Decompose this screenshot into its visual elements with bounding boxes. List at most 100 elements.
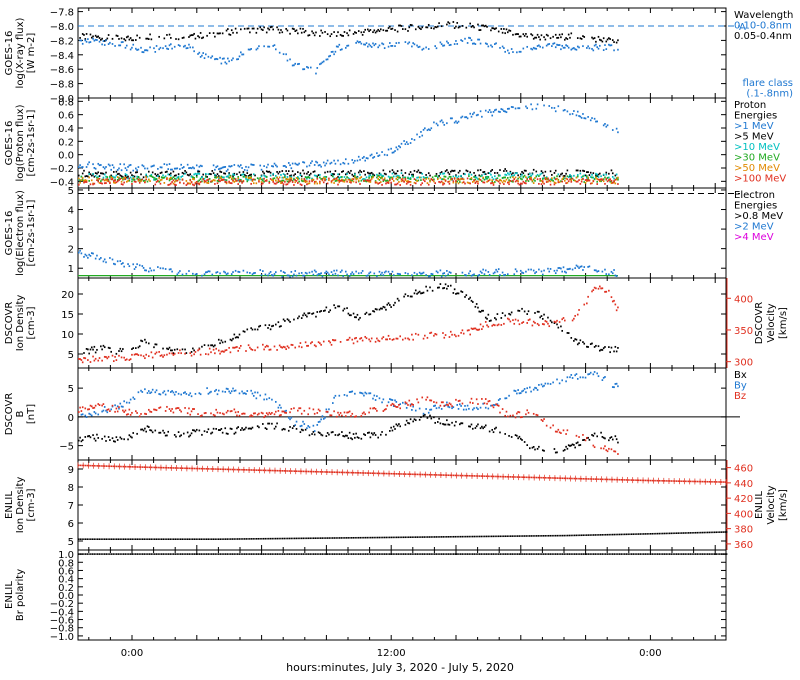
series-point — [276, 181, 278, 184]
series-point — [372, 31, 374, 34]
series-point — [214, 390, 216, 393]
series-point — [464, 37, 466, 40]
series-point — [189, 352, 192, 355]
series-point — [580, 176, 583, 179]
series-point — [527, 268, 530, 271]
series-point — [140, 428, 142, 431]
series-point — [564, 177, 566, 180]
series-point — [258, 45, 260, 48]
series-point — [333, 537, 336, 539]
series-point — [119, 436, 122, 439]
series-point — [232, 271, 234, 273]
series-point — [370, 171, 373, 174]
series-point — [87, 408, 89, 411]
series-point — [103, 167, 106, 170]
series-point — [610, 179, 613, 182]
series-point — [334, 178, 337, 180]
series-point — [583, 342, 586, 345]
series-point — [251, 328, 254, 331]
series-point — [282, 179, 285, 182]
series-point — [171, 538, 173, 540]
series-point — [580, 116, 583, 119]
series-point — [129, 466, 132, 468]
series-point — [343, 394, 346, 396]
series-point — [398, 181, 400, 183]
series-point — [159, 354, 162, 357]
series-point — [610, 169, 613, 172]
series-point — [373, 394, 376, 397]
series-point — [177, 173, 180, 176]
series-point — [286, 172, 289, 175]
series-point — [679, 532, 681, 534]
series-point — [192, 46, 194, 49]
series-point — [268, 397, 271, 400]
series-point — [223, 176, 225, 179]
series-point — [343, 411, 346, 414]
y-axis-title: [cm-3] — [26, 488, 37, 521]
series-point — [529, 177, 531, 180]
series-point — [611, 533, 614, 536]
series-point — [592, 37, 595, 40]
series-point — [245, 350, 247, 352]
series-point — [536, 178, 539, 181]
series-point — [122, 465, 125, 468]
series-point — [399, 273, 402, 276]
series-point — [237, 176, 240, 178]
series-point — [398, 41, 400, 44]
series-point — [96, 36, 98, 38]
series-point — [364, 335, 367, 338]
series-point — [128, 434, 131, 437]
series-point — [444, 536, 446, 538]
series-point — [141, 428, 144, 431]
series-point — [586, 178, 588, 181]
series-point — [254, 178, 256, 181]
series-point — [470, 173, 473, 176]
series-point — [682, 532, 685, 534]
series-point — [295, 427, 298, 430]
series-point — [149, 174, 151, 177]
series-point — [613, 350, 615, 353]
series-point — [426, 336, 429, 339]
series-point — [338, 471, 341, 474]
series-point — [570, 180, 573, 183]
series-point — [251, 392, 254, 395]
series-point — [281, 181, 284, 184]
series-point — [448, 402, 451, 405]
series-point — [269, 26, 272, 29]
series-point — [147, 355, 150, 358]
series-point — [140, 46, 142, 49]
series-point — [558, 175, 561, 178]
series-point — [268, 170, 271, 173]
series-point — [107, 34, 110, 36]
series-point — [269, 171, 272, 174]
series-point — [506, 317, 509, 320]
series-point — [596, 180, 598, 183]
series-point — [375, 536, 377, 539]
series-point — [220, 427, 223, 430]
series-point — [417, 333, 420, 336]
series-point — [357, 41, 360, 44]
series-point — [602, 376, 605, 379]
series-point — [286, 59, 289, 62]
series-point — [469, 296, 471, 299]
series-point — [177, 407, 180, 409]
series-point — [96, 433, 98, 436]
series-point — [221, 57, 224, 60]
series-point — [292, 470, 294, 472]
series-point — [97, 35, 100, 38]
series-point — [483, 173, 486, 175]
series-point — [319, 173, 321, 176]
series-point — [250, 182, 252, 185]
series-point — [436, 271, 439, 274]
series-point — [534, 177, 536, 179]
series-point — [119, 538, 121, 540]
series-point — [268, 181, 271, 184]
series-point — [265, 398, 268, 401]
series->100 MeV — [78, 177, 619, 187]
series-point — [280, 174, 282, 176]
series-point — [574, 446, 576, 449]
series-point — [193, 50, 195, 53]
series-point — [411, 138, 413, 140]
series-point — [543, 313, 545, 316]
series-point — [325, 58, 328, 61]
